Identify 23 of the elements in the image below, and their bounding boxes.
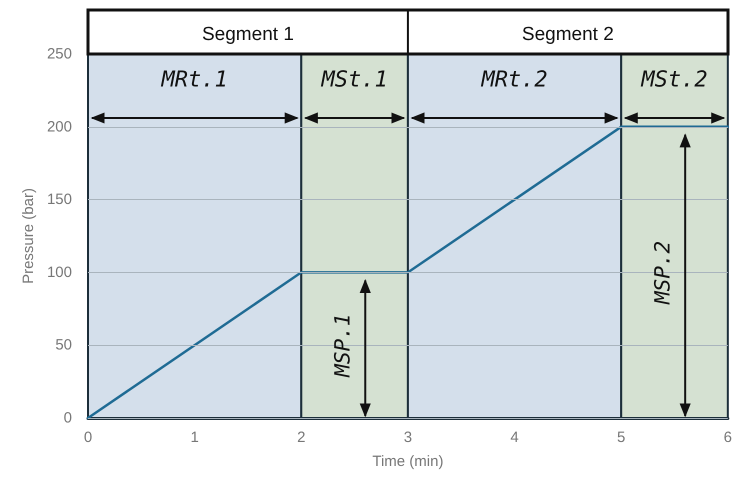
x-tick-label: 4 — [510, 429, 519, 446]
y-tick-label: 250 — [46, 46, 72, 62]
y-axis-title: Pressure (bar) — [20, 188, 37, 284]
band-label: MRt.1 — [160, 68, 228, 92]
x-tick-label: 0 — [84, 429, 92, 446]
x-tick-label: 2 — [297, 429, 306, 446]
text: Segment 2 — [522, 24, 614, 45]
annotation: MSP.2 — [650, 240, 675, 306]
band-label: MSt.2 — [640, 68, 708, 92]
y-tick-label: 0 — [64, 410, 72, 426]
x-tick-label: 1 — [190, 429, 199, 446]
x-tick-label: 3 — [404, 429, 412, 446]
x-tick-label: 6 — [724, 429, 732, 446]
x-tick-label: 5 — [617, 429, 626, 446]
y-tick-label: 150 — [46, 191, 72, 208]
y-tick-label: 50 — [55, 336, 72, 354]
band-label: MSt.1 — [320, 68, 388, 92]
y-tick-label: 100 — [46, 264, 72, 281]
text: Segment 1 — [202, 24, 294, 45]
x-axis-title: Time (min) — [372, 453, 444, 470]
y-tick-label: 200 — [46, 118, 72, 136]
band-label: MRt.2 — [480, 68, 548, 92]
annotation: MSP.1 — [330, 314, 355, 378]
